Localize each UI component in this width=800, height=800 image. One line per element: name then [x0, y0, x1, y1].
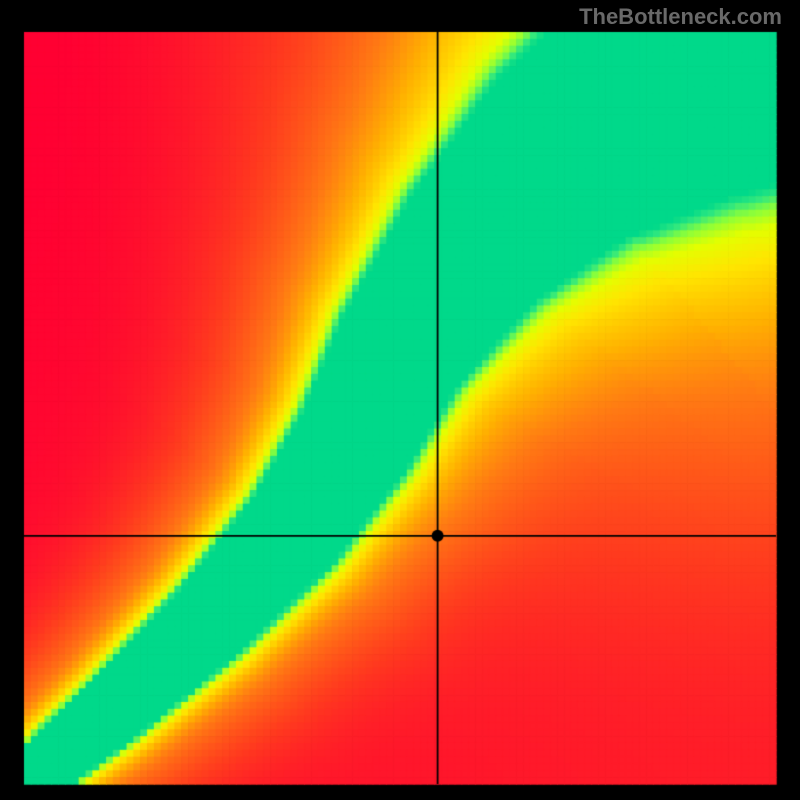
- chart-root: TheBottleneck.com: [0, 0, 800, 800]
- watermark-text: TheBottleneck.com: [579, 4, 782, 30]
- heatmap-canvas: [0, 0, 800, 800]
